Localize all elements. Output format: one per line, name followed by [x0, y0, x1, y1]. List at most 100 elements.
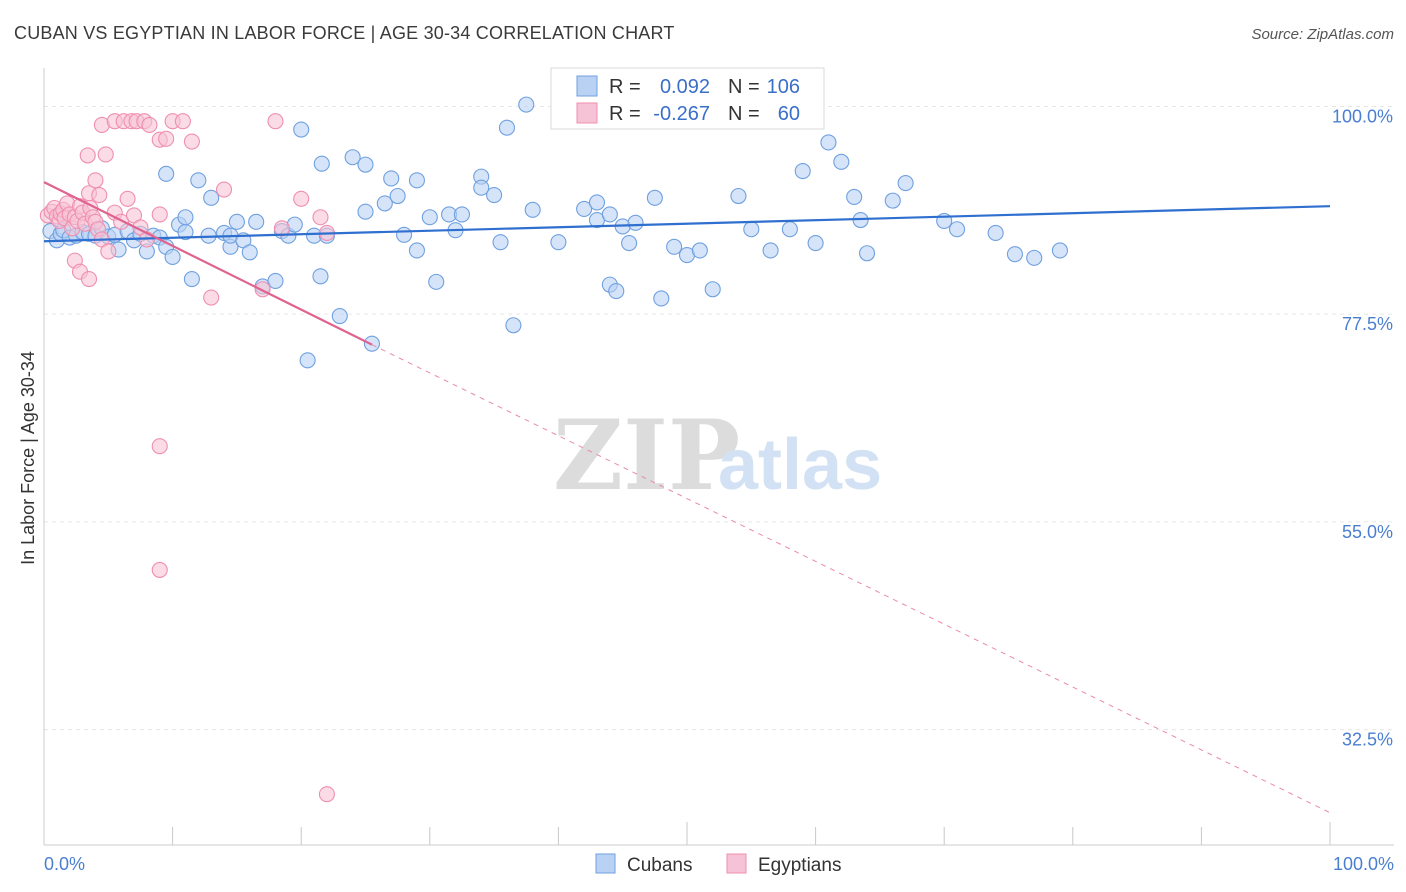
y-tick-label: 55.0%	[1342, 522, 1393, 542]
bottom-legend-egyptians: Egyptians	[758, 855, 841, 876]
cuban-point	[421, 209, 438, 226]
cuban-point	[1006, 246, 1023, 263]
egyptian-point	[151, 206, 168, 223]
egyptian-point	[151, 561, 168, 578]
cuban-point	[177, 209, 194, 226]
legend-n-label-2: N =	[728, 103, 760, 125]
egyptian-point	[203, 289, 220, 306]
cuban-point	[524, 201, 541, 218]
legend-r-label-2: R =	[609, 103, 641, 125]
cuban-point	[312, 268, 329, 285]
y-axis-label: In Labor Force | Age 30-34	[18, 351, 38, 565]
legend-n-label-1: N =	[728, 76, 760, 98]
cuban-point	[730, 187, 747, 205]
egyptians-trend-extension	[371, 344, 1331, 814]
cuban-point	[498, 119, 516, 136]
x-tick-label: 100.0%	[1333, 854, 1394, 874]
egyptian-point	[267, 113, 284, 130]
cuban-point	[299, 352, 316, 369]
cuban-point	[897, 175, 914, 192]
cuban-point	[453, 206, 471, 223]
cuban-point	[164, 248, 181, 265]
cuban-point	[807, 235, 824, 252]
cuban-point	[492, 234, 509, 251]
tick-labels: 100.0% 77.5% 55.0% 32.5% 0.0% 100.0%	[44, 106, 1394, 874]
egyptian-point	[183, 133, 200, 150]
cuban-point	[884, 192, 901, 209]
cuban-point	[1026, 249, 1043, 266]
cuban-point	[949, 221, 966, 238]
cuban-point	[293, 121, 310, 138]
egyptian-point	[254, 281, 271, 298]
cuban-point	[820, 134, 837, 151]
bottom-legend-cubans: Cubans	[627, 855, 693, 876]
cuban-point	[518, 96, 535, 113]
egyptian-point	[87, 172, 104, 189]
legend-r-label-1: R =	[609, 76, 641, 98]
cuban-point	[383, 170, 400, 187]
cuban-point	[743, 221, 760, 238]
cuban-point	[505, 317, 522, 334]
egyptian-point	[293, 190, 310, 207]
bottom-legend-swatch-egyptians	[726, 853, 747, 874]
axes	[43, 68, 1394, 846]
cuban-point	[248, 213, 265, 230]
cuban-point	[203, 189, 220, 206]
cuban-point	[473, 179, 490, 196]
cuban-point	[588, 194, 606, 211]
cuban-point	[389, 187, 406, 205]
cuban-point	[762, 242, 779, 259]
cuban-point	[550, 234, 567, 251]
egyptian-point	[318, 786, 335, 803]
egyptian-point	[80, 271, 98, 288]
egyptian-point	[174, 113, 191, 130]
egyptian-point	[151, 438, 168, 455]
series-egyptians	[39, 113, 335, 803]
egyptian-point	[91, 187, 108, 204]
cubans-trend-line	[43, 205, 1331, 243]
cuban-point	[653, 290, 670, 307]
egyptian-point	[215, 181, 233, 198]
cuban-point	[357, 203, 374, 220]
series-legend: Cubans Egyptians	[595, 853, 841, 876]
watermark-atlas: atlas	[718, 425, 882, 505]
cuban-point	[486, 187, 503, 204]
x-tick-label: 0.0%	[44, 854, 85, 874]
cuban-point	[646, 189, 663, 206]
cuban-point	[794, 163, 811, 180]
y-tick-label: 32.5%	[1342, 730, 1393, 750]
cuban-point	[666, 238, 683, 255]
series-cubans	[42, 96, 1068, 369]
egyptian-point	[141, 116, 158, 133]
cuban-point	[781, 221, 798, 238]
chart-title: CUBAN VS EGYPTIAN IN LABOR FORCE | AGE 3…	[14, 23, 675, 43]
y-tick-label: 77.5%	[1342, 314, 1393, 334]
y-tick-label: 100.0%	[1332, 106, 1393, 126]
legend-n-value-egyptians: 60	[778, 103, 800, 125]
watermark: ZIP atlas	[553, 399, 882, 512]
cuban-point	[408, 242, 425, 259]
egyptian-point	[97, 146, 114, 163]
trend-lines	[43, 181, 1331, 814]
cuban-point	[228, 213, 245, 230]
cuban-point	[241, 244, 258, 261]
cuban-point	[183, 271, 200, 288]
cuban-point	[691, 242, 708, 259]
egyptian-point	[100, 243, 117, 260]
cuban-point	[190, 172, 207, 189]
cuban-point	[408, 172, 425, 189]
egyptian-point	[119, 190, 136, 207]
chart-source: Source: ZipAtlas.com	[1251, 26, 1394, 43]
cuban-point	[1051, 242, 1068, 259]
cuban-point	[396, 226, 413, 243]
cuban-point	[576, 200, 593, 217]
cuban-point	[344, 149, 361, 166]
cuban-point	[428, 273, 445, 290]
cuban-point	[621, 235, 638, 252]
legend-n-value-cubans: 106	[767, 76, 800, 98]
legend-r-value-cubans: 0.092	[660, 76, 710, 98]
legend-r-value-egyptians: -0.267	[653, 103, 710, 125]
cuban-point	[987, 224, 1004, 241]
cuban-point	[313, 155, 330, 172]
